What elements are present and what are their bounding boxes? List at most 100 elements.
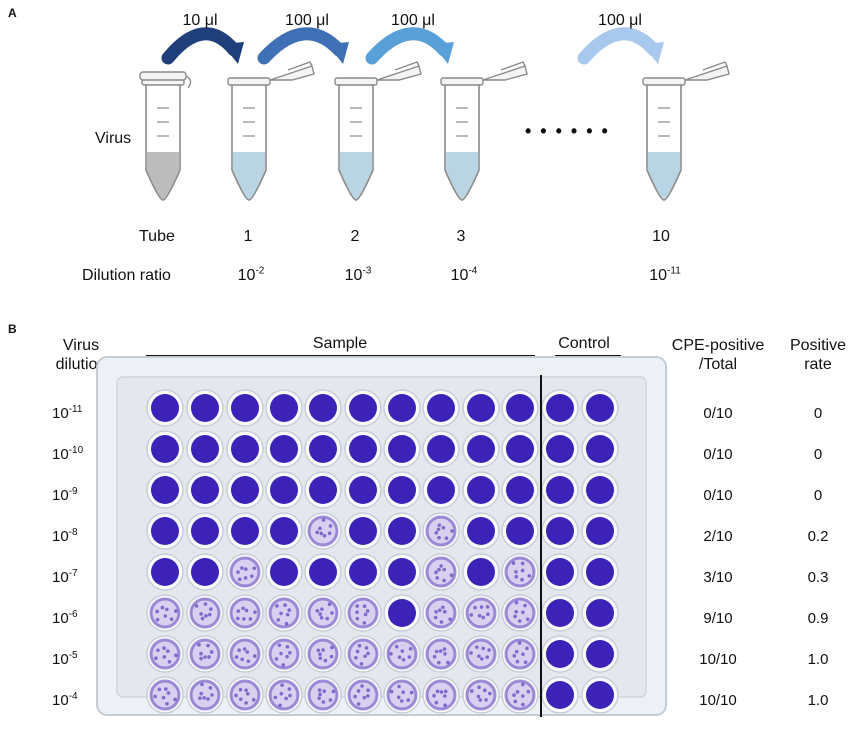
well — [304, 553, 342, 591]
well — [146, 635, 184, 673]
row-dilution-label: 10-10 — [52, 445, 84, 464]
virus-dilution-header: Virus dilution — [55, 337, 107, 373]
cpe-header: CPE-positive/Total — [671, 337, 765, 373]
well — [462, 430, 500, 468]
row-dilution-label: 10-7 — [52, 568, 78, 587]
volume-label-2: 100 μl — [285, 12, 329, 29]
well — [541, 635, 579, 673]
panel-a-letter: A — [8, 6, 17, 20]
tube-10 — [642, 61, 730, 201]
well — [265, 471, 303, 509]
well — [344, 594, 382, 632]
well — [344, 553, 382, 591]
well — [501, 512, 539, 550]
well — [422, 430, 460, 468]
well — [186, 430, 224, 468]
well — [146, 676, 184, 714]
well — [304, 635, 342, 673]
sample-header: Sample — [312, 335, 368, 352]
well — [383, 676, 421, 714]
dilution-ratio-10: 10-11 — [649, 265, 681, 284]
well — [226, 430, 264, 468]
ellipsis: • • • • • • — [525, 121, 610, 141]
row-cpe-count: 2/10 — [703, 528, 733, 545]
well — [383, 471, 421, 509]
well — [383, 430, 421, 468]
well — [304, 430, 342, 468]
well — [422, 635, 460, 673]
well — [383, 389, 421, 427]
well — [265, 676, 303, 714]
well — [462, 512, 500, 550]
well — [226, 594, 264, 632]
well — [501, 389, 539, 427]
tube-row-label: Tube — [139, 228, 175, 245]
row-cpe-count: 3/10 — [703, 569, 733, 586]
tube-1 — [227, 61, 315, 201]
well — [344, 512, 382, 550]
well — [462, 389, 500, 427]
arrow-virus-to-tube-1 — [161, 27, 244, 65]
row-cpe-count: 9/10 — [703, 610, 733, 627]
well — [186, 676, 224, 714]
well — [541, 389, 579, 427]
96-well-plate — [96, 356, 667, 717]
well — [541, 553, 579, 591]
well — [265, 389, 303, 427]
well — [581, 430, 619, 468]
well — [265, 430, 303, 468]
row-cpe-count: 0/10 — [703, 446, 733, 463]
tube-group — [139, 61, 730, 201]
row-dilution-label: 10-11 — [52, 404, 83, 423]
row-cpe-count: 0/10 — [703, 405, 733, 422]
row-dilution-label: 10-5 — [52, 650, 78, 669]
virus-label: Virus — [95, 130, 132, 147]
well — [383, 512, 421, 550]
well — [422, 471, 460, 509]
well — [462, 676, 500, 714]
row-cpe-count: 0/10 — [703, 487, 733, 504]
arrow-tube-2-to-3 — [365, 27, 454, 65]
well — [462, 471, 500, 509]
well — [422, 553, 460, 591]
well — [383, 553, 421, 591]
well — [186, 635, 224, 673]
row-positive-rate: 0 — [813, 487, 823, 504]
well — [226, 553, 264, 591]
well — [344, 676, 382, 714]
dilution-ratio-1: 10-2 — [237, 265, 265, 284]
well — [265, 594, 303, 632]
well — [186, 553, 224, 591]
well — [462, 594, 500, 632]
well — [304, 389, 342, 427]
row-dilution-label: 10-6 — [52, 609, 78, 628]
tube-number-2: 2 — [350, 228, 360, 245]
well — [501, 471, 539, 509]
well — [422, 676, 460, 714]
volume-label-4: 100 μl — [598, 12, 642, 29]
well — [226, 389, 264, 427]
well — [462, 635, 500, 673]
well — [226, 635, 264, 673]
dilution-ratio-3: 10-4 — [450, 265, 478, 284]
well — [541, 430, 579, 468]
volume-label-1: 10 μl — [182, 12, 218, 29]
tube-number-10: 10 — [652, 228, 670, 245]
well — [146, 430, 184, 468]
well — [383, 594, 421, 632]
row-positive-rate: 1.0 — [807, 692, 829, 709]
well — [581, 594, 619, 632]
well — [501, 430, 539, 468]
well — [186, 471, 224, 509]
well — [581, 635, 619, 673]
well — [581, 471, 619, 509]
row-cpe-count: 10/10 — [699, 651, 737, 668]
arrow-to-tube-10 — [577, 27, 664, 65]
row-dilution-label: 10-9 — [52, 486, 78, 505]
well — [581, 553, 619, 591]
dilution-row-label: Dilution ratio — [82, 267, 171, 284]
well — [226, 471, 264, 509]
well — [146, 471, 184, 509]
control-header: Control — [558, 335, 610, 352]
well — [501, 594, 539, 632]
